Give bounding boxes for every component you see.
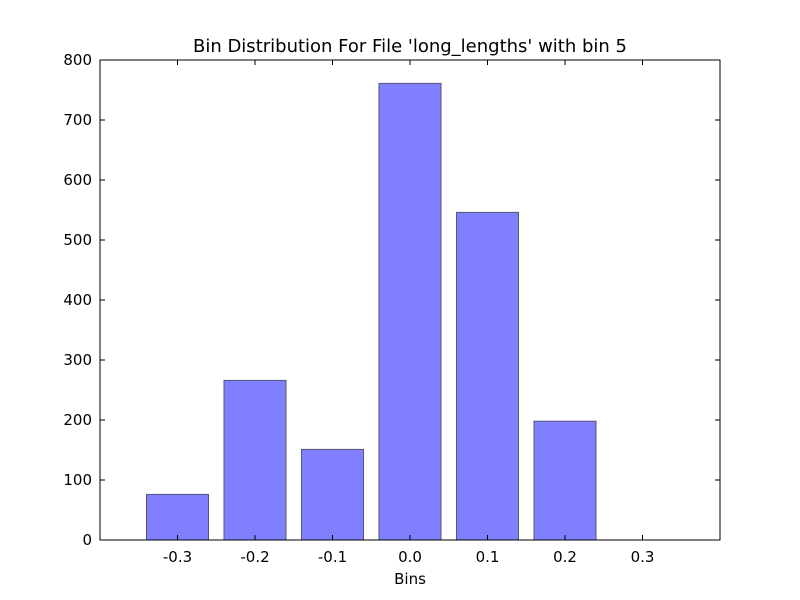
x-tick-label: -0.1 xyxy=(318,548,347,566)
y-axis: 0 100 200 300 400 500 600 700 800 xyxy=(63,51,720,549)
x-tick-label: -0.3 xyxy=(163,548,192,566)
bar--0.1 xyxy=(301,448,364,541)
y-tick-label: 600 xyxy=(63,171,92,189)
bar--0.2 xyxy=(223,379,287,541)
bar-0.1 xyxy=(456,211,519,541)
bar-0.2 xyxy=(533,420,597,541)
y-tick-label: 300 xyxy=(63,351,92,369)
chart-title: Bin Distribution For File 'long_lengths'… xyxy=(193,36,627,57)
bars-group xyxy=(146,82,597,541)
y-tick-label: 800 xyxy=(63,51,92,69)
y-tick-label: 500 xyxy=(63,231,92,249)
x-axis-label: Bins xyxy=(394,570,426,588)
y-tick-label: 100 xyxy=(63,471,92,489)
y-tick-label: 0 xyxy=(82,531,92,549)
x-tick-label: -0.2 xyxy=(240,548,269,566)
x-tick-label: 0.1 xyxy=(476,548,500,566)
bar--0.3 xyxy=(146,493,209,541)
x-tick-label: 0.0 xyxy=(398,548,422,566)
y-tick-label: 200 xyxy=(63,411,92,429)
x-tick-label: 0.2 xyxy=(553,548,577,566)
x-axis: -0.3 -0.2 -0.1 0.0 0.1 0.2 0.3 xyxy=(163,60,655,566)
y-tick-label: 400 xyxy=(63,291,92,309)
y-tick-label: 700 xyxy=(63,111,92,129)
x-tick-label: 0.3 xyxy=(631,548,655,566)
bar-0.0 xyxy=(378,82,442,541)
